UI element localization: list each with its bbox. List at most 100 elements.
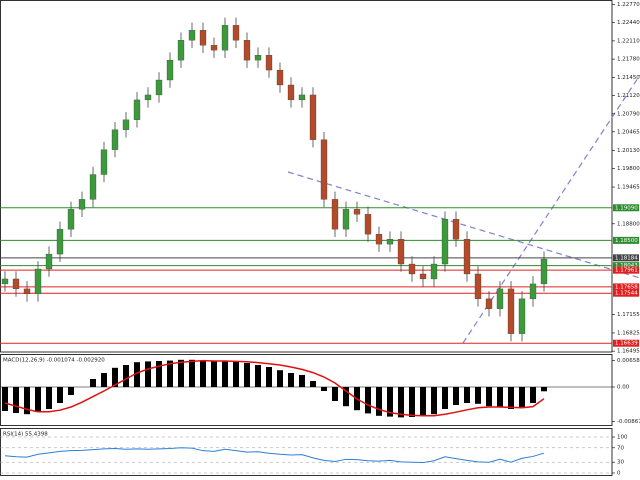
candle-body [144,94,152,101]
macd-bar [123,365,129,387]
candle-body [309,94,317,140]
macd-bar [233,361,239,387]
candle-body [188,30,196,41]
level-label-box [613,339,639,347]
candle-body [419,273,427,280]
candle-body [210,45,218,51]
y-tick-label: 30 [617,460,624,466]
candle-body [122,119,130,130]
candle-body [474,273,482,299]
candle-body [298,94,306,101]
macd-bar [497,387,503,407]
candle-body [34,268,42,295]
macd-bar [112,367,118,387]
y-tick-label: 70 [617,445,624,451]
y-tick-label: 1.19800 [617,166,640,172]
macd-bar [431,387,437,415]
candle-body [375,234,383,245]
macd-bar [211,361,217,387]
macd-bar [90,379,96,387]
candle-body [221,25,229,51]
candle-body [265,54,273,71]
candle-body [397,239,405,265]
candle-body [518,298,526,334]
level-label-box [613,289,639,297]
level-label-box [613,254,639,262]
macd-bar [376,387,382,416]
y-tick-label: 1.22770 [617,2,640,8]
candle-body [89,174,97,200]
candle-body [1,278,9,285]
macd-bar [57,387,63,403]
candle-body [463,239,471,275]
y-tick-label: 1.19465 [617,185,640,191]
macd-bar [266,367,272,387]
macd-bar [387,387,393,417]
candle-body [320,139,328,200]
trend-line [287,171,640,279]
macd-bar [13,387,19,413]
macd-bar [486,387,492,407]
macd-bar [167,360,173,387]
candle-body [78,199,86,210]
macd-bar [101,373,107,387]
macd-bar [332,387,338,401]
candle-body [364,214,372,235]
candle-body [485,298,493,309]
macd-bar [255,365,261,387]
macd-bar [145,361,151,387]
y-tick-label: 0 [617,471,621,477]
y-tick-label: 1.18800 [617,221,640,227]
macd-bar [541,387,547,392]
candle-body [199,30,207,46]
y-tick-label: 1.22110 [617,38,640,44]
level-label-box [613,236,639,244]
y-tick-label: -0.008671 [617,419,640,425]
y-tick-label: 1.21120 [617,93,640,99]
macd-bar [398,387,404,418]
macd-title: MACD(12,26,9) -0.001074 -0.002920 [3,358,105,364]
y-tick-label: 1.20465 [617,129,640,135]
macd-bar [310,381,316,387]
candle-body [452,219,460,240]
macd-bar [442,387,448,409]
macd-bar [156,361,162,387]
candle-body [430,263,438,280]
y-tick-label: 1.20790 [617,111,640,117]
y-tick-label: 100 [617,435,628,441]
macd-bar [24,387,30,415]
level-label: 1.19090 [615,205,638,211]
macd-bar [420,387,426,416]
y-tick-label: 1.17155 [617,312,640,318]
y-tick-label: 1.21450 [617,75,640,81]
level-label: 1.18500 [615,238,638,244]
macd-bar [68,387,74,395]
signal-line [4,359,545,417]
candle-body [232,25,240,41]
candle-body [166,59,174,81]
level-label-box [613,283,639,291]
candle-body [243,40,251,61]
rsi-panel-frame [0,428,613,476]
macd-bar [288,373,294,387]
candle-body [529,283,537,299]
candle-body [507,288,515,334]
candle-body [287,84,295,101]
level-label: 1.17544 [615,291,638,297]
candle-body [111,129,119,150]
candle-body [331,199,339,230]
rsi-line [4,447,545,464]
macd-bar [2,387,8,411]
macd-bar [277,370,283,387]
macd-bar [365,387,371,414]
macd-bar [222,360,228,387]
candle-body [386,239,394,245]
level-label: 1.16639 [615,341,638,347]
candle-body [496,288,504,309]
candle-body [67,209,75,230]
level-label-box [613,204,639,212]
candle-body [133,99,141,120]
macd-bar [46,387,52,409]
candle-body [45,253,53,270]
